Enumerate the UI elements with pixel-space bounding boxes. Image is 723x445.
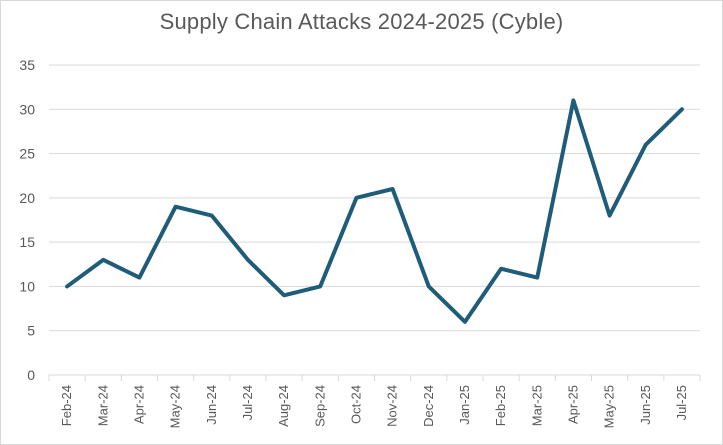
x-tick-label: Apr-24 — [131, 385, 146, 424]
x-tick-label: Jul-25 — [674, 385, 689, 420]
series-layer — [65, 98, 684, 324]
x-tick-label: Jun-24 — [204, 385, 219, 425]
y-tick-label: 20 — [19, 190, 35, 206]
x-tick-label: Mar-24 — [95, 385, 110, 426]
x-tick-label: Feb-25 — [493, 385, 508, 426]
y-tick-label: 30 — [19, 101, 35, 117]
x-tick-label: May-25 — [602, 385, 617, 428]
y-tick-label: 0 — [27, 367, 35, 383]
x-tick-label: May-24 — [168, 385, 183, 428]
x-tick-label: Sep-24 — [312, 385, 327, 427]
x-tick-label: Jan-25 — [457, 385, 472, 425]
gridlines — [49, 64, 700, 376]
x-tick-label: Nov-24 — [385, 385, 400, 427]
y-axis-ticks: 0 5 10 15 20 25 30 35 — [19, 57, 35, 383]
x-tick-label: Aug-24 — [276, 385, 291, 427]
x-tick-label: Apr-25 — [565, 385, 580, 424]
y-tick-label: 35 — [19, 57, 35, 73]
x-tick-label: Mar-25 — [529, 385, 544, 426]
x-tick-label: Jul-24 — [240, 385, 255, 420]
y-tick-label: 10 — [19, 278, 35, 294]
y-tick-label: 25 — [19, 146, 35, 162]
x-axis-ticks: Feb-24 Mar-24 Apr-24 May-24 Jun-24 Jul-24 Aug-… — [48, 375, 701, 428]
x-tick-label: Jun-25 — [638, 385, 653, 425]
y-tick-label: 5 — [27, 323, 35, 339]
x-tick-label: Feb-24 — [59, 385, 74, 426]
x-tick-label: Oct-24 — [348, 385, 363, 424]
chart-title: Supply Chain Attacks 2024-2025 (Cyble) — [159, 9, 564, 34]
series-line — [65, 98, 684, 324]
x-tick-label: Dec-24 — [421, 385, 436, 427]
y-tick-label: 15 — [19, 234, 35, 250]
